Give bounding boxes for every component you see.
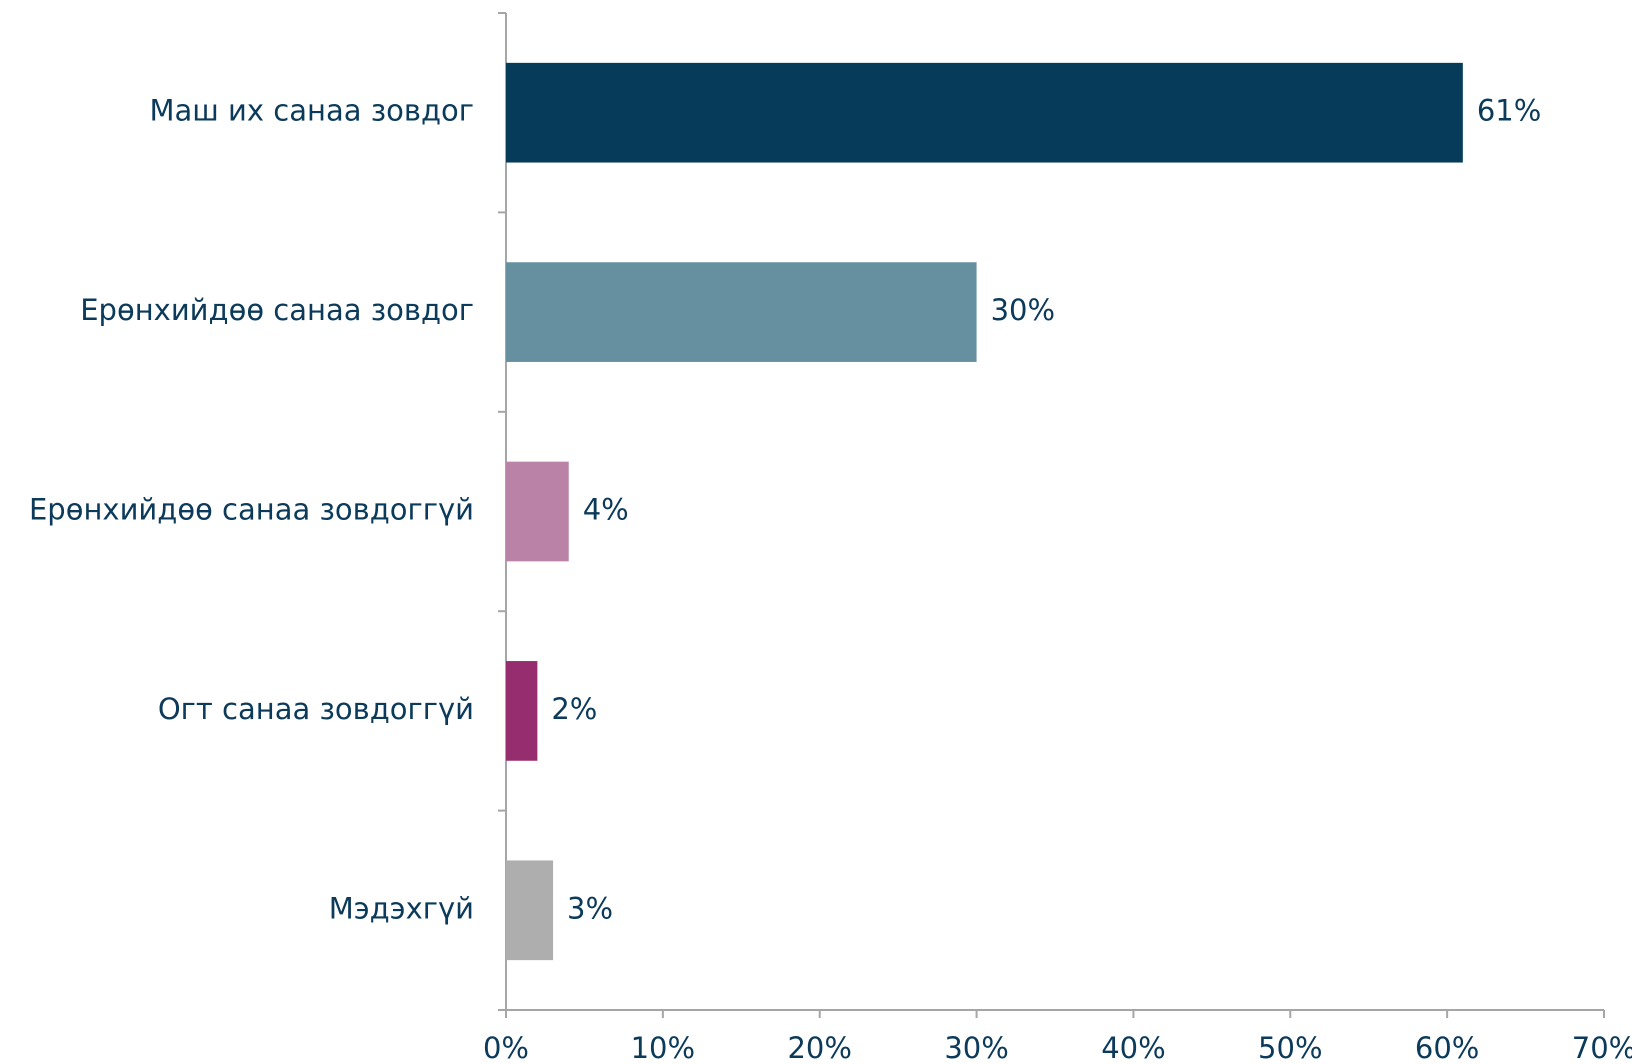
x-tick-label: 60% (1415, 1031, 1479, 1064)
x-tick-label: 10% (631, 1031, 695, 1064)
value-label: 3% (567, 891, 613, 925)
value-label: 61% (1477, 94, 1541, 128)
y-tick-label: Ерөнхийдөө санаа зовдоггүй (29, 493, 474, 527)
x-tick-label: 70% (1572, 1031, 1632, 1064)
x-tick-label: 40% (1101, 1031, 1165, 1064)
bar (506, 860, 554, 961)
value-label: 30% (991, 293, 1055, 327)
x-tick-label: 30% (944, 1031, 1008, 1064)
y-tick-label: Мэдэхгүй (329, 891, 474, 925)
x-tick-label: 0% (483, 1031, 529, 1064)
value-label: 4% (583, 493, 629, 527)
y-tick-label: Огт санаа зовдоггүй (158, 692, 474, 726)
x-tick-label: 50% (1258, 1031, 1322, 1064)
bar (506, 62, 1463, 163)
x-tick-label: 20% (787, 1031, 851, 1064)
y-tick-label: Ерөнхийдөө санаа зовдог (80, 293, 474, 327)
bar (506, 262, 977, 362)
bar (506, 661, 538, 761)
y-tick-label: Маш их санаа зовдог (150, 94, 475, 128)
bar (506, 461, 569, 562)
value-label: 2% (551, 692, 597, 726)
